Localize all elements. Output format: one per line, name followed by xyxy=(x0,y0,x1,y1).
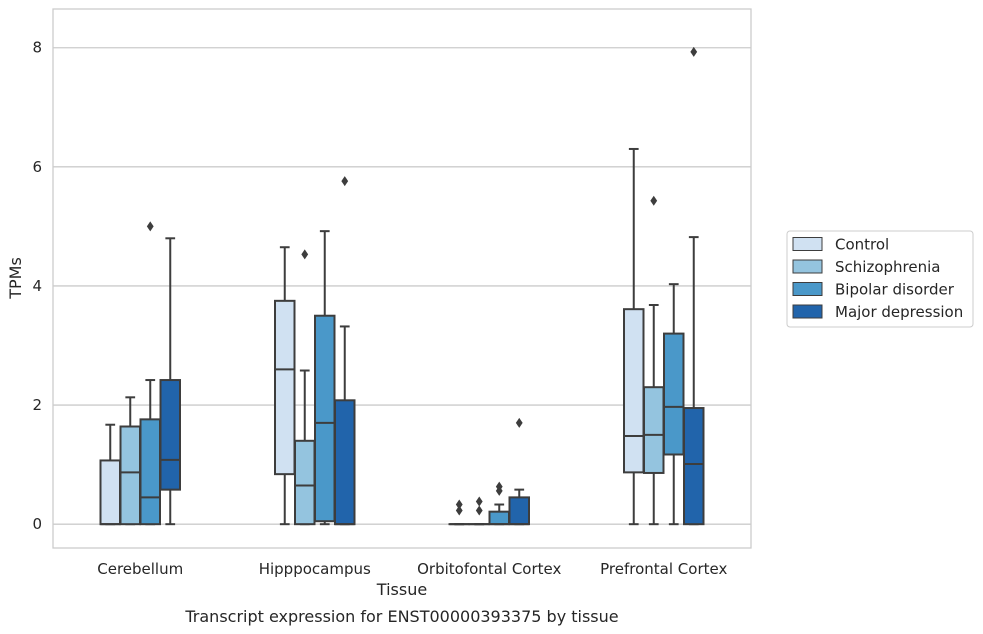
box-iqr xyxy=(683,407,705,526)
outlier-point xyxy=(475,505,483,516)
box-iqr xyxy=(488,510,510,526)
box-iqr xyxy=(314,314,336,523)
box-control xyxy=(274,246,296,526)
box-iqr xyxy=(643,386,665,474)
box-major-depression xyxy=(683,46,705,526)
legend: Control Schizophrenia Bipolar disorder Majo… xyxy=(786,230,974,328)
box-iqr xyxy=(139,418,161,526)
box-schizophrenia xyxy=(119,396,141,526)
legend-label: Bipolar disorder xyxy=(835,281,955,299)
legend-frame xyxy=(786,230,974,328)
legend-label: Schizophrenia xyxy=(835,258,940,276)
outlier-point xyxy=(341,176,349,187)
box-iqr xyxy=(159,379,181,491)
box-major-depression xyxy=(334,176,356,526)
y-tick-label: 4 xyxy=(32,277,42,295)
legend-swatch xyxy=(792,304,823,319)
outlier-point xyxy=(495,481,503,492)
legend-swatch xyxy=(792,282,823,296)
y-tick-labels: 0 2 4 6 8 xyxy=(32,39,42,533)
plot-frame xyxy=(52,8,752,549)
legend-label: Control xyxy=(835,236,889,254)
x-tick-labels: Cerebellum Hipppocampus Orbitofontal Corte… xyxy=(97,560,727,578)
legend-label: Major depression xyxy=(835,303,963,321)
legend-swatch xyxy=(792,259,823,274)
y-tick-label: 0 xyxy=(32,515,42,533)
box-bipolar-disorder xyxy=(139,221,161,526)
box-iqr xyxy=(99,459,121,526)
legend-swatch xyxy=(792,237,823,251)
box-control xyxy=(448,499,470,526)
box-major-depression xyxy=(508,417,530,526)
outlier-point xyxy=(146,221,154,232)
box-iqr xyxy=(334,399,356,526)
box-bipolar-disorder xyxy=(314,230,336,526)
boxes xyxy=(99,46,705,526)
box-schizophrenia xyxy=(643,195,665,526)
chart-caption: Transcript expression for ENST0000039337… xyxy=(184,607,618,626)
box-control xyxy=(99,423,121,526)
box-schizophrenia xyxy=(468,496,490,526)
y-axis-label: TPMs xyxy=(6,257,25,300)
box-iqr xyxy=(508,496,530,526)
x-tick-label: Hipppocampus xyxy=(259,560,371,578)
outlier-point xyxy=(301,249,309,260)
box-control xyxy=(623,147,645,526)
box-bipolar-disorder xyxy=(488,481,510,526)
outlier-point xyxy=(650,195,658,206)
outlier-point xyxy=(690,46,698,57)
outlier-point xyxy=(475,496,483,507)
box-iqr xyxy=(623,308,645,474)
box-iqr xyxy=(119,425,141,526)
box-schizophrenia xyxy=(294,249,316,526)
box-iqr xyxy=(274,299,296,476)
box-bipolar-disorder xyxy=(663,283,685,526)
box-major-depression xyxy=(159,237,181,526)
x-tick-label: Prefrontal Cortex xyxy=(600,560,727,578)
outlier-point xyxy=(455,505,463,516)
x-tick-label: Cerebellum xyxy=(97,560,183,578)
outlier-point xyxy=(515,417,523,428)
y-tick-label: 6 xyxy=(32,158,42,176)
y-tick-label: 8 xyxy=(32,39,42,57)
outlier-point xyxy=(455,499,463,510)
box-iqr xyxy=(663,332,685,456)
x-axis-label: Tissue xyxy=(376,580,427,599)
x-tick-label: Orbitofontal Cortex xyxy=(417,560,561,578)
y-tick-label: 2 xyxy=(32,396,42,414)
box-iqr xyxy=(294,439,316,526)
